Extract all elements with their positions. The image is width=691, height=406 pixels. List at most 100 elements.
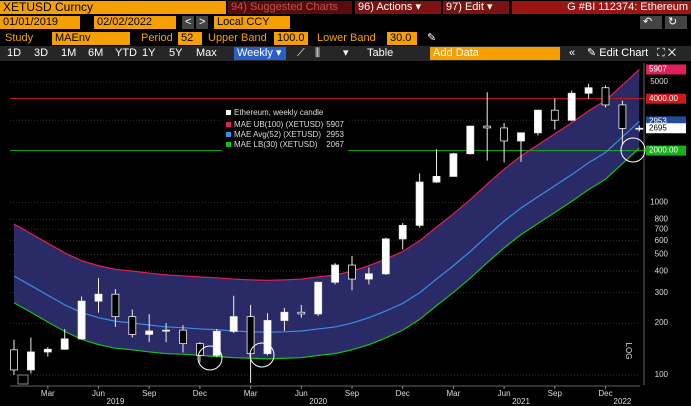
interval[interactable]: Weekly ▾	[234, 47, 286, 60]
actions[interactable]: 96) Actions ▾	[355, 1, 441, 14]
year-label: 2020	[309, 397, 327, 406]
candle-body	[145, 330, 154, 335]
period[interactable]: 52	[178, 32, 202, 45]
chart-icon[interactable]	[17, 374, 29, 385]
candle-body	[314, 281, 323, 315]
candle-body	[398, 224, 407, 240]
x-tick-label: Dec	[598, 389, 612, 398]
period-tab[interactable]: YTD	[115, 47, 137, 59]
line-icon[interactable]: ⟋	[297, 47, 305, 59]
candle-body	[128, 316, 137, 335]
candle-body	[60, 338, 69, 350]
candle-body	[43, 348, 52, 353]
currency[interactable]: Local CCY	[214, 16, 290, 29]
more[interactable]: ▾	[343, 47, 349, 59]
range-bar: 01/01/2019 02/02/2022 < > Local CCY ↶ ↻	[0, 15, 691, 29]
upper[interactable]: 100.0	[274, 32, 308, 45]
price-tag-label: 2000.00	[649, 146, 678, 155]
y-tick-label: 300	[655, 288, 669, 297]
year-label: 2019	[107, 397, 125, 406]
y-tick-label: 400	[655, 266, 669, 275]
candle-body	[432, 176, 441, 183]
legend-value: 2067	[326, 140, 344, 149]
refresh[interactable]: ↻	[665, 16, 687, 29]
legend-value: 2953	[326, 130, 344, 139]
tab-bar: 1D 3D 1M 6M YTD 1Y 5Y Max Weekly ▾ ⟋ ⫼ ▾ Table …	[0, 46, 691, 61]
candle-body	[466, 125, 475, 155]
next[interactable]: >	[196, 16, 208, 29]
period-tab[interactable]: 1D	[7, 47, 22, 59]
candle-body	[229, 316, 238, 332]
ticker[interactable]: XETUSD Curncy	[0, 1, 226, 14]
x-tick-label: Mar	[244, 389, 258, 398]
period-label: Period	[141, 32, 173, 44]
candle-body	[111, 293, 120, 318]
price-tag	[646, 116, 686, 127]
price-tag-label: 4000.00	[649, 94, 678, 103]
year-label: 2021	[512, 397, 530, 406]
period-tab[interactable]: 1Y	[142, 47, 156, 59]
study-name[interactable]: MAEnv	[52, 32, 130, 45]
icons[interactable]: ⛶ ✕	[657, 47, 677, 59]
edit-chart-label: Edit Chart	[599, 47, 649, 59]
y-tick-label: 1000	[650, 198, 668, 207]
y-tick-label: 800	[655, 214, 669, 223]
legend-swatch	[226, 122, 231, 127]
period-tab[interactable]: 6M	[88, 47, 104, 59]
period-tab[interactable]: 3D	[34, 47, 49, 59]
price-tag	[646, 145, 686, 156]
year-label: 2022	[614, 397, 632, 406]
candle-body	[601, 87, 610, 106]
edit-chart[interactable]: ✎ Edit Chart	[587, 47, 649, 59]
price-tag	[646, 93, 686, 104]
suggested[interactable]: 94) Suggested Charts	[228, 1, 352, 14]
candle-body	[381, 238, 390, 275]
y-tick-label: 200	[655, 318, 669, 327]
collapse[interactable]: «	[569, 47, 576, 59]
period-tab[interactable]: 1M	[61, 47, 77, 59]
candle-body	[348, 264, 356, 280]
legend-label: MAE LB(30) (XETUSD)	[234, 140, 318, 149]
table[interactable]: Table	[367, 47, 394, 59]
band-line	[13, 147, 640, 360]
candle-body	[246, 316, 255, 355]
candle-body	[635, 127, 644, 130]
page-title: G #BI 112374: Ethereum	[512, 1, 691, 14]
undo[interactable]: ↶	[640, 16, 662, 29]
edit[interactable]: 97) Edit ▾	[443, 1, 509, 14]
highlight-circle	[620, 137, 646, 163]
add-data[interactable]: Add Data	[430, 47, 560, 60]
legend-swatch	[226, 132, 231, 137]
candle-body	[331, 264, 340, 283]
candle-body	[483, 125, 492, 129]
y-tick-label: 700	[655, 224, 669, 233]
legend-label: Ethereum, weekly candle	[234, 108, 324, 117]
period-tab[interactable]: 5Y	[169, 47, 183, 59]
legend-value: 5907	[326, 120, 344, 129]
study-bar: Study MAEnv Period 52 Upper Band 100.0 L…	[0, 31, 691, 45]
price-tag	[646, 64, 686, 75]
y-tick-label: 100	[655, 370, 669, 379]
legend-box	[222, 105, 348, 157]
candle-body	[364, 273, 373, 280]
candle-body	[162, 329, 171, 332]
lower[interactable]: 30.0	[387, 32, 417, 45]
candle-body	[280, 311, 289, 321]
candle-body	[212, 330, 221, 356]
end-date[interactable]: 02/02/2022	[94, 16, 176, 29]
y-tick-label: 5000	[650, 77, 668, 86]
start-date[interactable]: 01/01/2019	[0, 16, 80, 29]
pen-icon[interactable]: ✎	[427, 32, 437, 44]
candle-body	[550, 109, 559, 121]
candle-body	[77, 300, 86, 340]
prev[interactable]: <	[182, 16, 194, 29]
period-tab[interactable]: Max	[196, 47, 217, 59]
study-label: Study	[5, 32, 34, 44]
candle-body	[94, 293, 103, 302]
candle-icon[interactable]: ⫼	[315, 47, 321, 59]
candle-body	[567, 92, 576, 121]
candle-body	[500, 127, 509, 142]
x-tick-label: Sep	[142, 389, 157, 398]
x-tick-label: Dec	[396, 389, 410, 398]
